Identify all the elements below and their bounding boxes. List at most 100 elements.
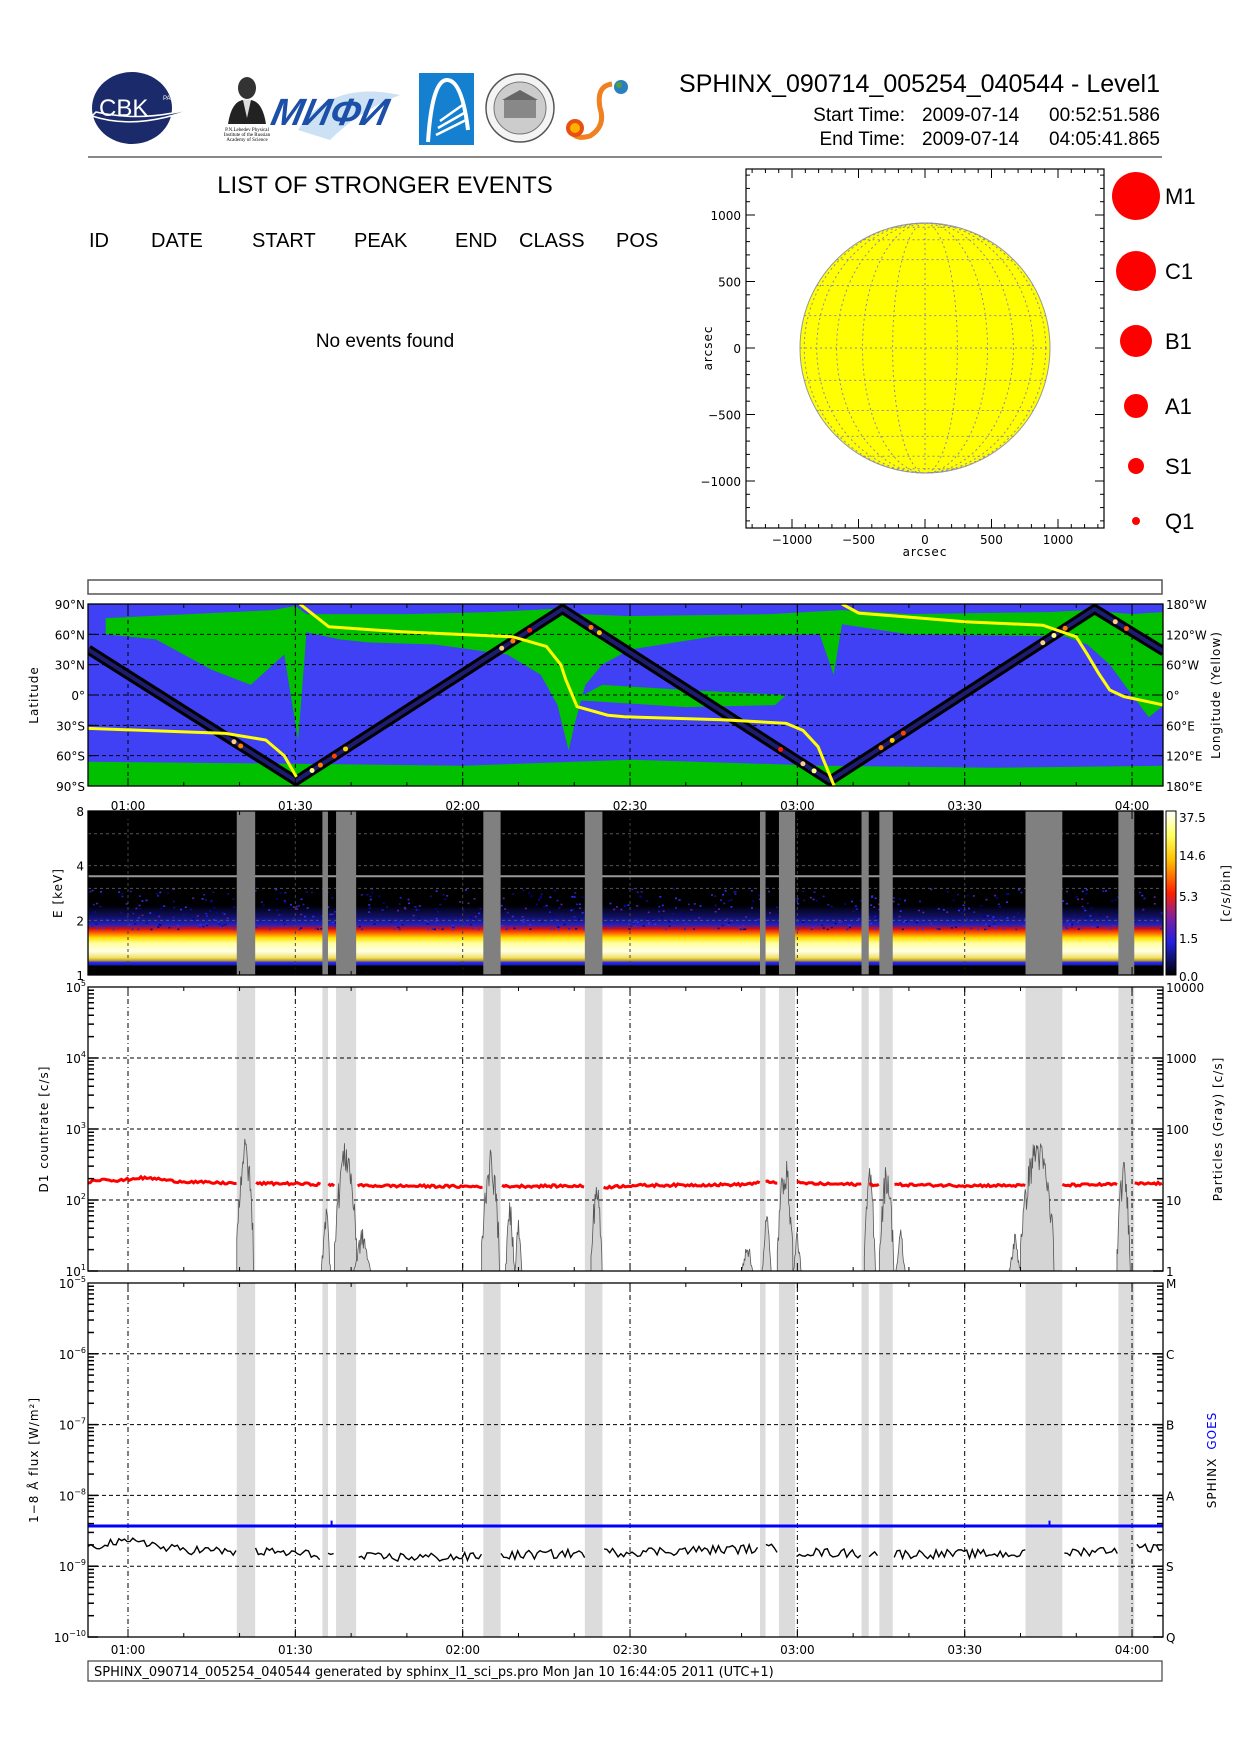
- spectrogram-pixel: [1020, 891, 1023, 894]
- spectrogram-pixel: [742, 928, 745, 931]
- spectrogram-pixel: [283, 923, 286, 926]
- spectrogram-pixel: [184, 906, 187, 909]
- d1-y-label-base: 10: [66, 1123, 81, 1137]
- spectrogram-pixel: [554, 918, 557, 921]
- spectrogram-pixel: [962, 904, 965, 907]
- solar-x-axis-label: arcsec: [903, 545, 948, 559]
- spectrogram-pixel: [295, 905, 298, 908]
- spectrogram-pixel: [412, 914, 415, 917]
- spectrogram-data-gap: [1118, 811, 1135, 975]
- spectrogram-pixel: [993, 923, 996, 925]
- spectrogram-pixel: [158, 923, 161, 926]
- spectrogram-data-gap: [879, 811, 893, 975]
- spectrogram-pixel: [796, 898, 799, 900]
- particle-burst: [333, 1143, 358, 1271]
- spectrogram-pixel: [636, 905, 639, 907]
- spectrogram-pixel: [549, 928, 552, 930]
- sphinx-flux-line: [254, 1546, 321, 1561]
- spectrogram-pixel: [557, 926, 560, 929]
- spectrogram-pixel: [998, 918, 1001, 921]
- spectrogram-pixel: [958, 920, 961, 922]
- d1-y-label-exponent: 5: [81, 979, 86, 988]
- spectrogram-pixel: [369, 895, 372, 898]
- spectrogram-pixel: [521, 916, 524, 918]
- spectrogram-pixel: [768, 912, 771, 914]
- spectrogram-pixel: [292, 906, 295, 909]
- spectrogram-pixel: [187, 911, 190, 914]
- spectrogram-pixel: [1138, 891, 1141, 894]
- solar-x-tick-label: 1000: [1043, 533, 1074, 547]
- track-count-marker: [499, 645, 505, 651]
- spectrogram-pixel: [581, 896, 584, 898]
- spectrogram-pixel: [1017, 912, 1020, 914]
- spectrogram-pixel: [841, 918, 844, 921]
- spectrogram-pixel: [752, 900, 755, 903]
- spectrogram-pixel: [276, 909, 279, 912]
- spectrogram-pixel: [521, 889, 524, 892]
- spectrogram-pixel: [196, 915, 199, 917]
- spectrogram-pixel: [513, 927, 516, 930]
- spectrogram-pixel: [212, 891, 215, 893]
- spectrogram-pixel: [848, 924, 851, 927]
- d1-y-label: 105: [66, 979, 86, 995]
- track-count-marker: [1040, 640, 1046, 646]
- spectrogram-pixel: [620, 908, 623, 911]
- spectrogram-pixel: [539, 895, 542, 898]
- spectrogram-pixel: [300, 927, 303, 929]
- flux-y-label: 10−7: [59, 1417, 86, 1433]
- spectrogram-pixel: [451, 928, 454, 931]
- flare-class-label: M: [1166, 1277, 1176, 1291]
- map-lat-label: 30°N: [55, 659, 85, 673]
- spectrogram-pixel: [223, 913, 226, 915]
- spectrogram-pixel: [560, 903, 563, 906]
- spectrogram-pixel: [506, 927, 509, 930]
- d1-countrate-line: [327, 1182, 336, 1188]
- spectrogram-pixel: [89, 890, 92, 893]
- spectrogram-pixel: [1075, 895, 1078, 898]
- spectrogram-pixel: [467, 902, 470, 905]
- spectrogram-pixel: [970, 927, 973, 930]
- spectrogram-pixel: [710, 894, 713, 896]
- lebedev-line-2: Institute of the Russian: [224, 133, 271, 138]
- map-lon-label: 180°W: [1166, 598, 1207, 612]
- spectrogram-pixel: [903, 921, 906, 923]
- spectrogram-pixel: [1005, 893, 1008, 896]
- spectrogram-pixel: [268, 909, 271, 911]
- spectrogram-pixel: [275, 888, 278, 891]
- spectrogram-pixel: [946, 891, 949, 893]
- spectrogram-pixel: [757, 918, 760, 921]
- spectrogram-pixel: [112, 928, 115, 931]
- spectrogram-pixel: [916, 928, 919, 930]
- spectrogram-pixel: [414, 906, 417, 908]
- spectrogram-pixel: [899, 910, 902, 912]
- track-count-marker: [800, 761, 806, 767]
- map-y-axis-label: Latitude: [27, 666, 41, 723]
- spectrogram-pixel: [609, 927, 612, 929]
- spectrogram-pixel: [1015, 928, 1018, 931]
- d1-right-label: 1: [1166, 1265, 1174, 1279]
- sphinx-flux-line: [88, 1537, 237, 1557]
- spectrogram-pixel: [739, 928, 742, 931]
- spectrogram-pixel: [505, 928, 508, 931]
- flux-y-label-exponent: −8: [74, 1487, 86, 1496]
- lebedev-line-3: Academy of Science: [226, 138, 268, 143]
- spectrogram-pixel: [159, 891, 162, 894]
- track-count-marker: [510, 638, 516, 644]
- particle-burst: [236, 1138, 254, 1271]
- flux-data-gap: [483, 1283, 501, 1637]
- spectrogram-pixel: [453, 927, 456, 930]
- flux-time-label: 04:00: [1115, 1643, 1150, 1657]
- spectrogram-pixel: [948, 917, 951, 920]
- legend-label-q1: Q1: [1165, 509, 1194, 534]
- sphinx-flux-line: [500, 1547, 586, 1562]
- particle-burst: [793, 1231, 802, 1271]
- spectrogram-pixel: [463, 922, 466, 924]
- spectrogram-pixel: [957, 909, 960, 912]
- spectrogram-pixel: [1114, 899, 1117, 901]
- spectrogram-pixel: [954, 926, 957, 929]
- map-lon-label: 120°W: [1166, 628, 1207, 642]
- spectrogram-pixel: [182, 913, 185, 916]
- spectrogram-pixel: [897, 903, 900, 906]
- map-lat-label: 90°N: [55, 598, 85, 612]
- d1-right-label: 10000: [1166, 981, 1204, 995]
